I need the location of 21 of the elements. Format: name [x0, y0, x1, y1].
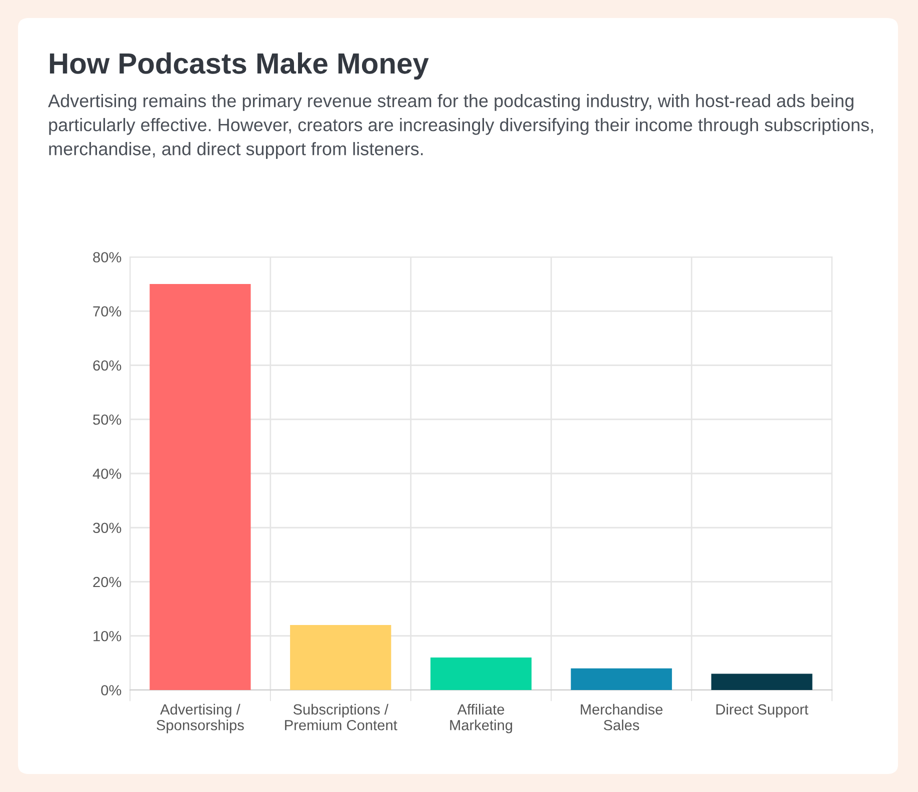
- x-tick-label: Affiliate Marketing: [450, 704, 512, 734]
- y-tick-label: 10%: [94, 630, 122, 642]
- x-tick-label: Merchandise Sales: [580, 704, 662, 730]
- y-tick-label: 50%: [93, 414, 122, 425]
- chart-title: How Podcasts Make Money: [50, 52, 429, 80]
- y-tick-label: 80%: [93, 252, 122, 262]
- chart-subtitle: Advertising remains the primary revenue stream for the podcasting industry, with host-read ads being particularly effective. However, creators are increasingly diversifying their income through subscriptions, merchandise, and direct support from listeners.: [48, 94, 873, 159]
- y-tick-label: 20%: [93, 576, 122, 588]
- y-tick-label: 0%: [101, 685, 122, 696]
- y-tick-label: 60%: [93, 360, 122, 371]
- x-tick-label: Advertising / Sponsorships: [156, 704, 244, 734]
- bar: [570, 668, 672, 690]
- bar: [150, 284, 251, 690]
- x-tick-label: Direct Support: [716, 704, 808, 718]
- bar: [290, 625, 392, 690]
- y-tick-label: 70%: [93, 306, 122, 317]
- bar: [711, 674, 812, 690]
- bar: [430, 658, 532, 690]
- x-tick-label: Subscriptions / Premium Content: [285, 704, 398, 730]
- y-tick-label: 30%: [93, 522, 122, 534]
- y-tick-label: 40%: [92, 468, 122, 479]
